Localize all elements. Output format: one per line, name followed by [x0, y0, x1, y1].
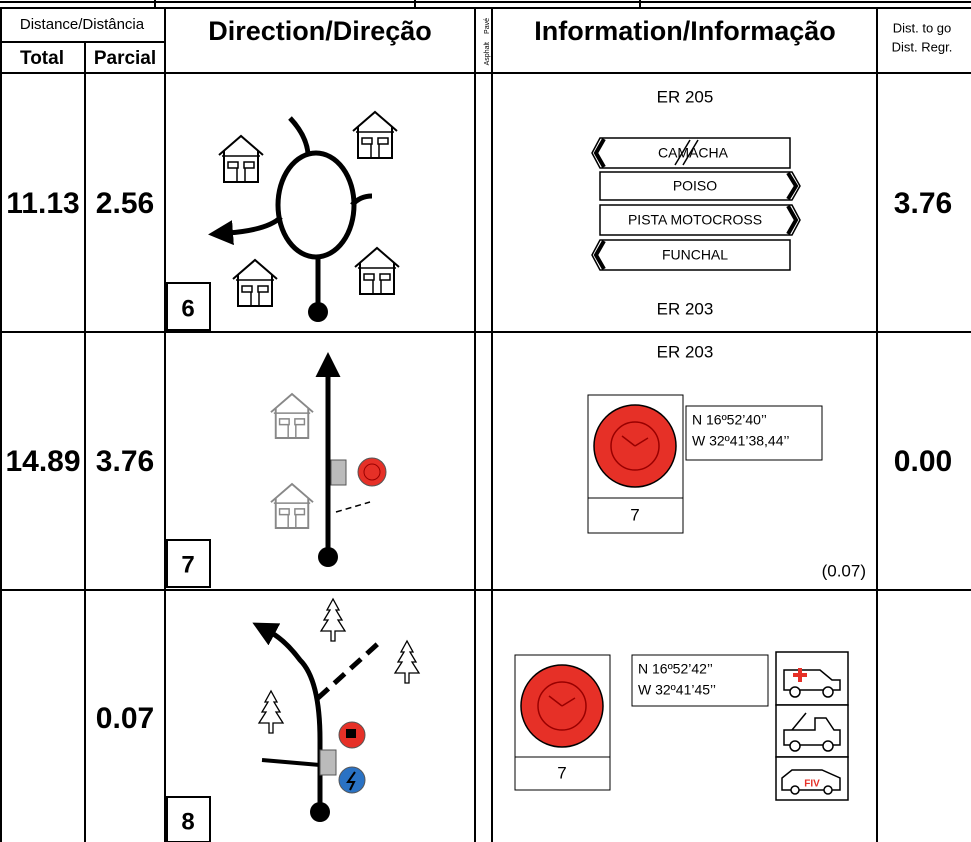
dist-to-go: 0.00	[894, 445, 952, 478]
checkpoint	[514, 654, 611, 791]
trees	[258, 598, 420, 734]
header-total: Total	[20, 48, 64, 69]
header-partial: Parcial	[94, 48, 156, 69]
box-number-text: 6	[181, 295, 194, 322]
road-label: ER 205	[657, 87, 714, 106]
total: 14.89	[5, 445, 80, 478]
box-number	[166, 539, 211, 588]
checkpoint	[587, 394, 684, 534]
header-distance: Distance/Distância	[20, 16, 145, 33]
road-label: ER 203	[657, 299, 714, 318]
sign-text: FUNCHAL	[662, 247, 728, 263]
houses	[218, 111, 400, 307]
coords: N 16º52’40’’	[692, 412, 767, 428]
dist-to-go: 3.76	[894, 187, 952, 220]
header-information: Information/Informação	[534, 16, 836, 46]
header-surface: Pavé	[484, 18, 491, 34]
coords: N 16º52’42’’	[638, 661, 713, 677]
turn-route	[252, 622, 384, 822]
sign-text: PISTA MOTOCROSS	[628, 212, 762, 228]
straight-route	[315, 352, 387, 567]
partial: 2.56	[96, 187, 154, 220]
service-icons	[775, 651, 849, 801]
roundabout	[208, 116, 373, 310]
road-label: ER 203	[657, 342, 714, 361]
coords-box	[631, 654, 769, 707]
header-dist-to-go: Dist. to go	[893, 20, 952, 35]
coords: W 32º41’38,44’’	[692, 433, 789, 449]
signs	[591, 137, 801, 271]
header-dist-to-go: Dist. Regr.	[892, 39, 953, 54]
total: 11.13	[6, 187, 79, 220]
sign-text: POISO	[673, 178, 717, 194]
checkpoint-number: 7	[630, 505, 639, 524]
sign-text: CAMACHA	[658, 145, 729, 161]
note: (0.07)	[822, 561, 866, 580]
icon-label: FIV	[804, 779, 820, 790]
header-direction: Direction/Direção	[208, 16, 432, 46]
start-dot	[308, 302, 328, 322]
coords: W 32º41’45’’	[638, 682, 716, 698]
coords-box	[685, 405, 823, 461]
box-number	[166, 796, 211, 842]
partial: 3.76	[96, 445, 154, 478]
box-number-text: 7	[181, 551, 194, 578]
header-surface: Asphalt	[484, 42, 491, 65]
checkpoint-number: 7	[557, 763, 566, 782]
houses	[269, 393, 315, 529]
box-number	[166, 282, 211, 331]
box-number-text: 8	[181, 808, 194, 835]
partial: 0.07	[96, 702, 154, 735]
